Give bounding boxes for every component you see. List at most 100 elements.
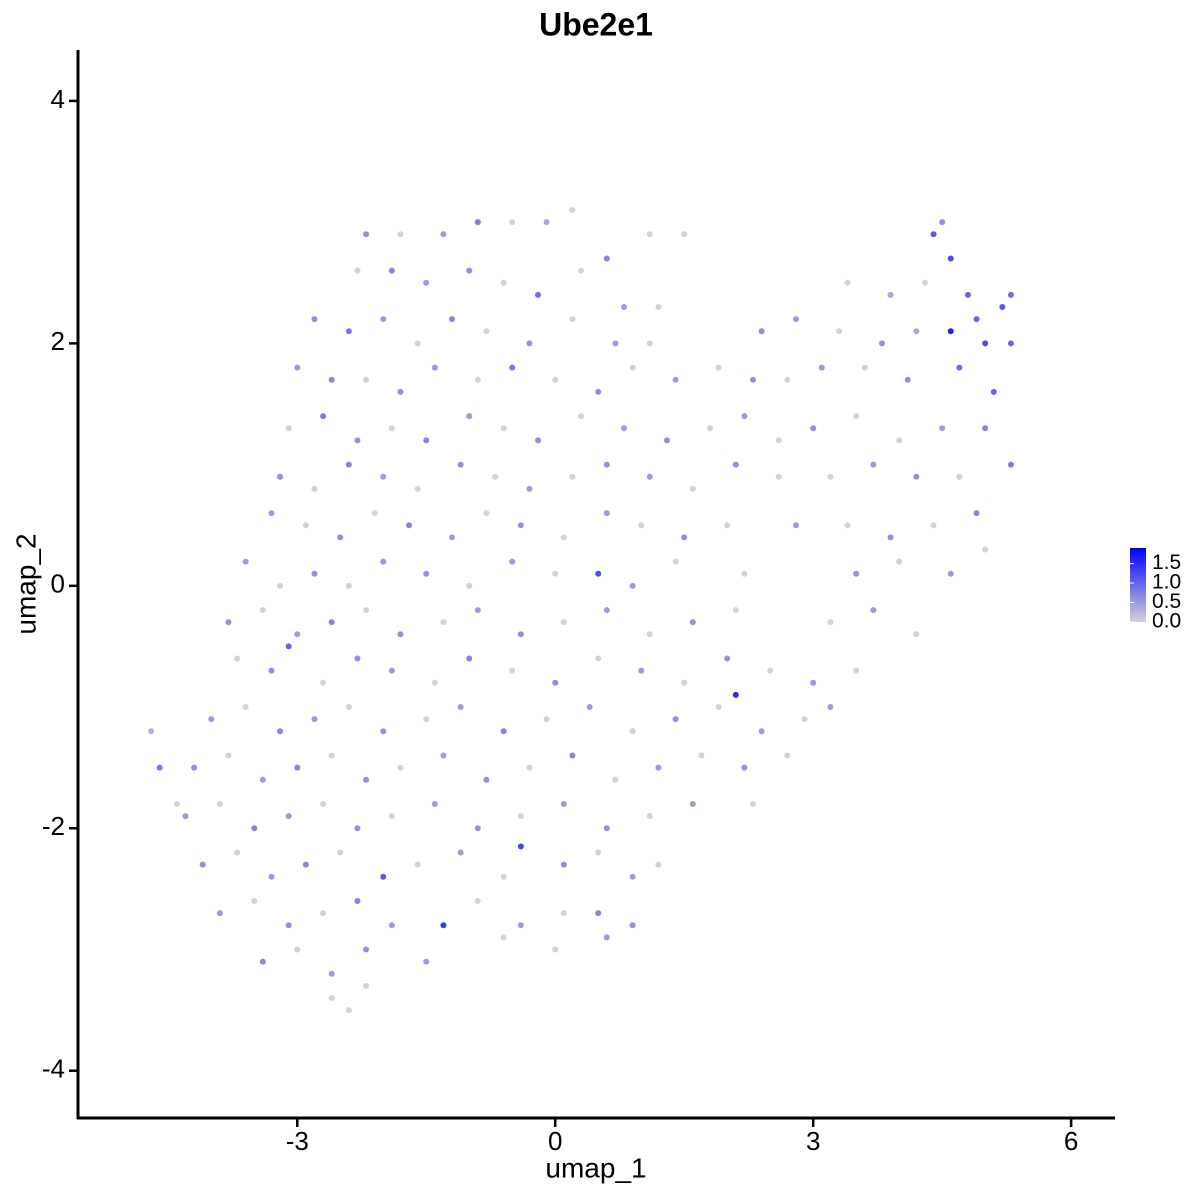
point [397,231,404,238]
point [887,534,894,541]
point [363,946,370,953]
point [509,558,516,565]
point [242,704,249,711]
point [345,328,352,335]
point [182,813,189,820]
point [844,279,851,286]
point [268,667,275,674]
point [302,522,309,529]
point [311,716,318,723]
point [414,861,421,868]
point [913,631,920,638]
point [939,425,946,432]
point [423,279,430,286]
point [328,376,335,383]
point [517,813,524,820]
point [234,655,241,662]
point [285,643,292,650]
point [440,231,447,238]
point [199,861,206,868]
point [560,801,567,808]
point [749,801,756,808]
point [603,825,610,832]
point [337,849,344,856]
point [775,437,782,444]
point [947,328,954,335]
point [423,437,430,444]
point [311,570,318,577]
point [251,898,258,905]
point [732,607,739,614]
point [784,376,791,383]
point [930,522,937,529]
point [758,328,765,335]
point [457,849,464,856]
point [173,801,180,808]
point [354,267,361,274]
point [363,231,370,238]
point [956,473,963,480]
point [208,716,215,723]
point [715,704,722,711]
point [982,425,989,432]
point [509,364,516,371]
colorbar-tick-label: 0.5 [1152,590,1181,613]
point [474,825,481,832]
point [156,764,163,771]
point [526,764,533,771]
y-tick-label: 0 [51,569,65,599]
point [775,473,782,480]
point [870,607,877,614]
x-tick-label: 6 [1064,1126,1078,1156]
y-axis-label: umap_2 [10,533,41,634]
point [414,485,421,492]
point [380,873,387,880]
point [328,994,335,1001]
point [741,413,748,420]
point [767,667,774,674]
point [990,388,997,395]
point [294,364,301,371]
point [552,679,559,686]
point [216,910,223,917]
point [646,340,653,347]
point [320,413,327,420]
point [259,958,266,965]
point [371,510,378,517]
point [517,843,524,850]
point [595,910,602,917]
point [337,534,344,541]
point [345,582,352,589]
point [474,607,481,614]
point [225,619,232,626]
point [595,655,602,662]
point [655,303,662,310]
point [500,728,507,735]
point [277,473,284,480]
point [835,328,842,335]
point [148,728,155,735]
x-tick-label: 0 [548,1126,562,1156]
point [792,316,799,323]
point [466,582,473,589]
point [560,861,567,868]
point [354,437,361,444]
point [500,873,507,880]
point [397,388,404,395]
point [603,510,610,517]
point [741,764,748,771]
point [474,219,481,226]
point [578,413,585,420]
point [535,437,542,444]
point [543,716,550,723]
point [345,461,352,468]
point [930,231,937,238]
point [483,328,490,335]
point [827,473,834,480]
point [818,364,825,371]
point [896,558,903,565]
point [646,813,653,820]
point [423,958,430,965]
point [853,413,860,420]
